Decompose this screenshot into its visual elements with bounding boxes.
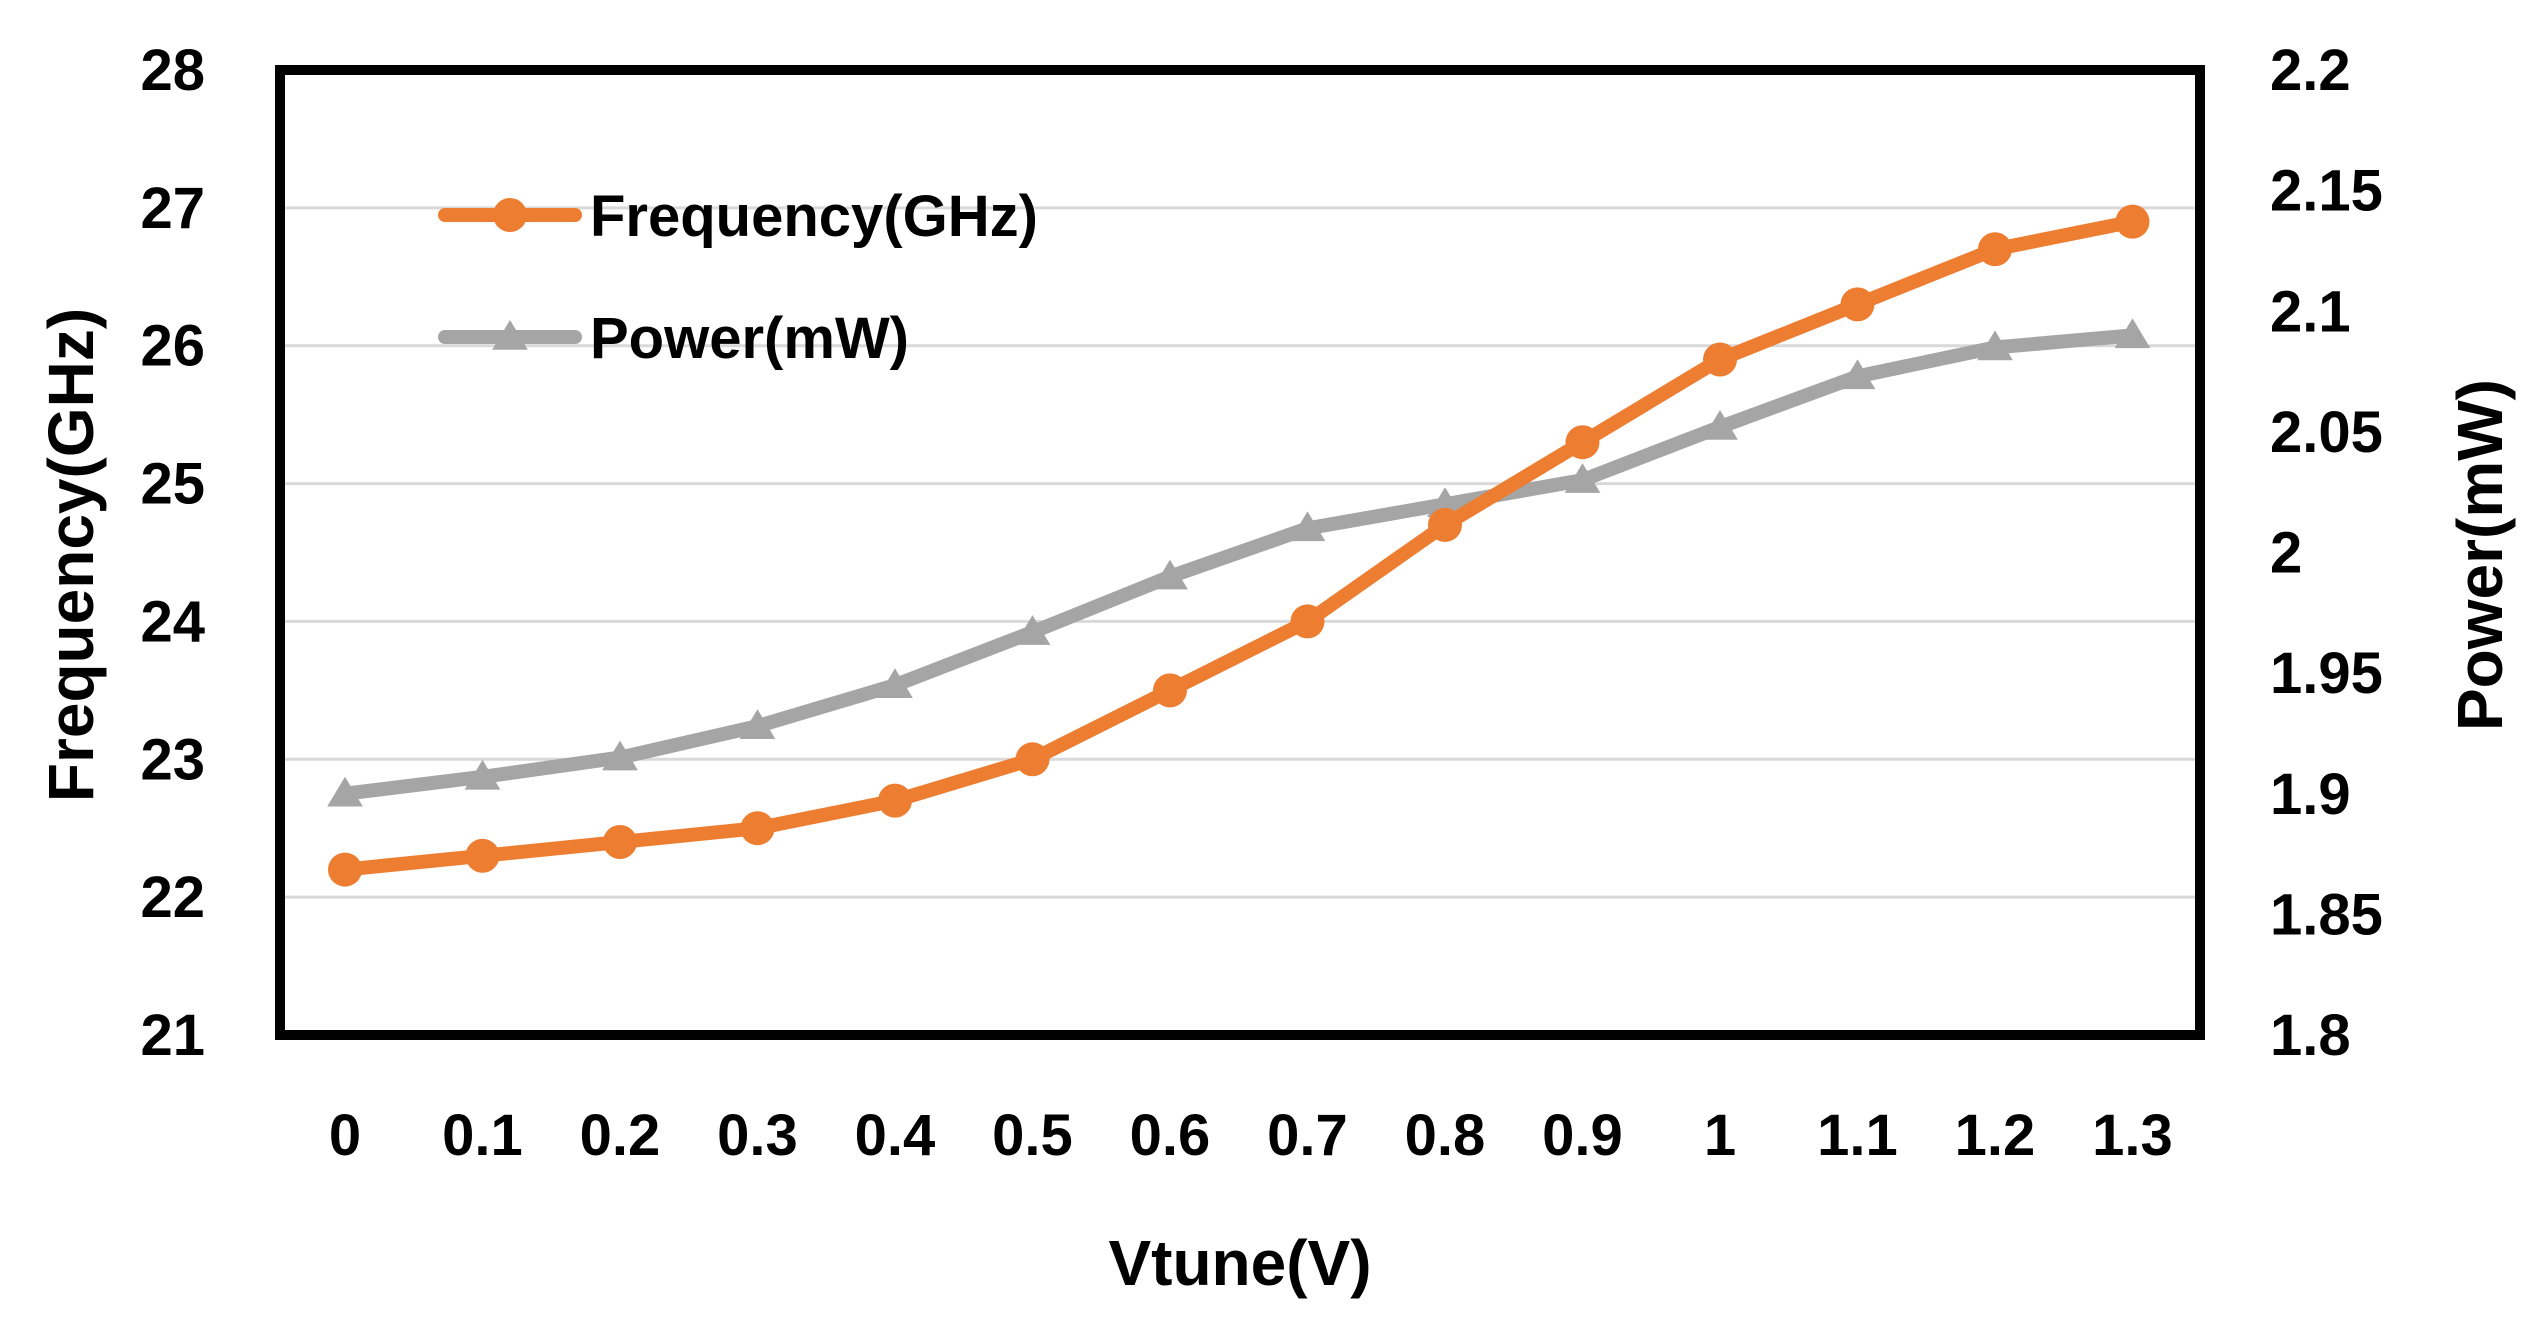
y-axis-title: Frequency(GHz) <box>35 308 107 802</box>
plot-frame <box>275 65 2205 1040</box>
data-point <box>602 740 638 771</box>
data-point <box>465 838 500 873</box>
y-tick-label: 21 <box>140 1003 205 1068</box>
y2-tick-label: 2.1 <box>2270 279 2351 344</box>
legend-power-marker <box>492 320 528 350</box>
legend-item-power: Power(mW) <box>438 306 909 371</box>
y2-tick-label: 2.05 <box>2270 400 2383 465</box>
series-line <box>338 328 2140 801</box>
data-point <box>1840 287 1875 322</box>
y2-tick-label: 1.9 <box>2270 762 2351 827</box>
data-point <box>878 783 912 818</box>
y-tick-label: 22 <box>140 865 205 930</box>
series-frequency <box>328 204 2150 887</box>
x-tick-label: 0.4 <box>855 1103 936 1168</box>
y-tick-label: 26 <box>140 314 205 379</box>
data-point <box>1289 511 1326 542</box>
x-tick-label: 0.8 <box>1405 1103 1486 1168</box>
data-point <box>1427 487 1463 517</box>
legend: Frequency(GHz) Power(mW) <box>438 184 1038 371</box>
y2-tick-label: 1.95 <box>2270 641 2383 706</box>
y2-tick-label: 1.85 <box>2270 882 2383 947</box>
y-tick-label: 25 <box>140 452 205 517</box>
data-point <box>740 811 775 846</box>
y2-axis-title: Power(mW) <box>2444 379 2516 731</box>
data-point <box>1290 604 1325 639</box>
data-point <box>1565 425 1600 460</box>
data-point <box>739 709 776 739</box>
data-point <box>603 825 637 859</box>
data-point <box>1839 359 1876 390</box>
legend-frequency-label: Frequency(GHz) <box>590 184 1038 249</box>
data-point <box>1152 559 1188 590</box>
data-point <box>1977 330 2013 361</box>
data-point <box>877 668 913 698</box>
x-tick-label: 0.7 <box>1267 1103 1348 1168</box>
series-layer <box>327 204 2151 887</box>
x-tick-label: 1 <box>1704 1103 1736 1168</box>
x-tick-label: 0.9 <box>1542 1103 1623 1168</box>
y2-axis-ticks: 1.8 1.85 1.9 1.95 2 2.05 2.1 2.15 2.2 <box>2270 38 2383 1068</box>
x-tick-label: 1.2 <box>1955 1103 2036 1168</box>
y2-tick-label: 1.8 <box>2270 1003 2351 1068</box>
legend-item-frequency: Frequency(GHz) <box>438 184 1038 249</box>
x-tick-label: 1.1 <box>1817 1103 1898 1168</box>
legend-frequency-marker <box>493 198 527 232</box>
x-tick-label: 0.2 <box>580 1103 661 1168</box>
x-tick-label: 1.3 <box>2092 1103 2173 1168</box>
data-point <box>327 776 363 807</box>
y2-tick-label: 2 <box>2270 521 2302 586</box>
data-point <box>328 852 362 887</box>
series-power <box>327 318 2151 807</box>
data-point <box>1014 615 1051 645</box>
data-point <box>1703 342 1737 377</box>
data-point <box>1564 463 1601 493</box>
data-point <box>1153 673 1187 708</box>
data-point <box>2114 318 2151 349</box>
legend-power-label: Power(mW) <box>590 306 909 371</box>
data-point <box>1702 410 1738 440</box>
data-point <box>464 759 501 790</box>
x-tick-label: 0.6 <box>1130 1103 1211 1168</box>
data-point <box>1428 507 1462 542</box>
y2-tick-label: 2.2 <box>2270 38 2351 103</box>
data-point <box>1978 232 2012 267</box>
y-axis-ticks: 21 22 23 24 25 26 27 28 <box>140 38 205 1068</box>
y-tick-label: 27 <box>140 176 205 241</box>
series-line <box>338 214 2140 877</box>
x-tick-label: 0.3 <box>717 1103 798 1168</box>
data-point <box>2115 204 2150 239</box>
x-tick-label: 0.5 <box>992 1103 1073 1168</box>
x-tick-label: 0 <box>329 1103 361 1168</box>
y-tick-label: 24 <box>140 589 205 654</box>
x-axis-ticks: 0 0.1 0.2 0.3 0.4 0.5 0.6 0.7 0.8 0.9 1 1.1 1.2 1.3 <box>329 1103 2173 1168</box>
y-tick-label: 23 <box>140 727 205 792</box>
x-tick-label: 0.1 <box>442 1103 523 1168</box>
y-tick-label: 28 <box>140 38 205 103</box>
y2-tick-label: 2.15 <box>2270 159 2383 224</box>
x-axis-title: Vtune(V) <box>1108 1227 1371 1299</box>
data-point <box>1015 742 1050 777</box>
